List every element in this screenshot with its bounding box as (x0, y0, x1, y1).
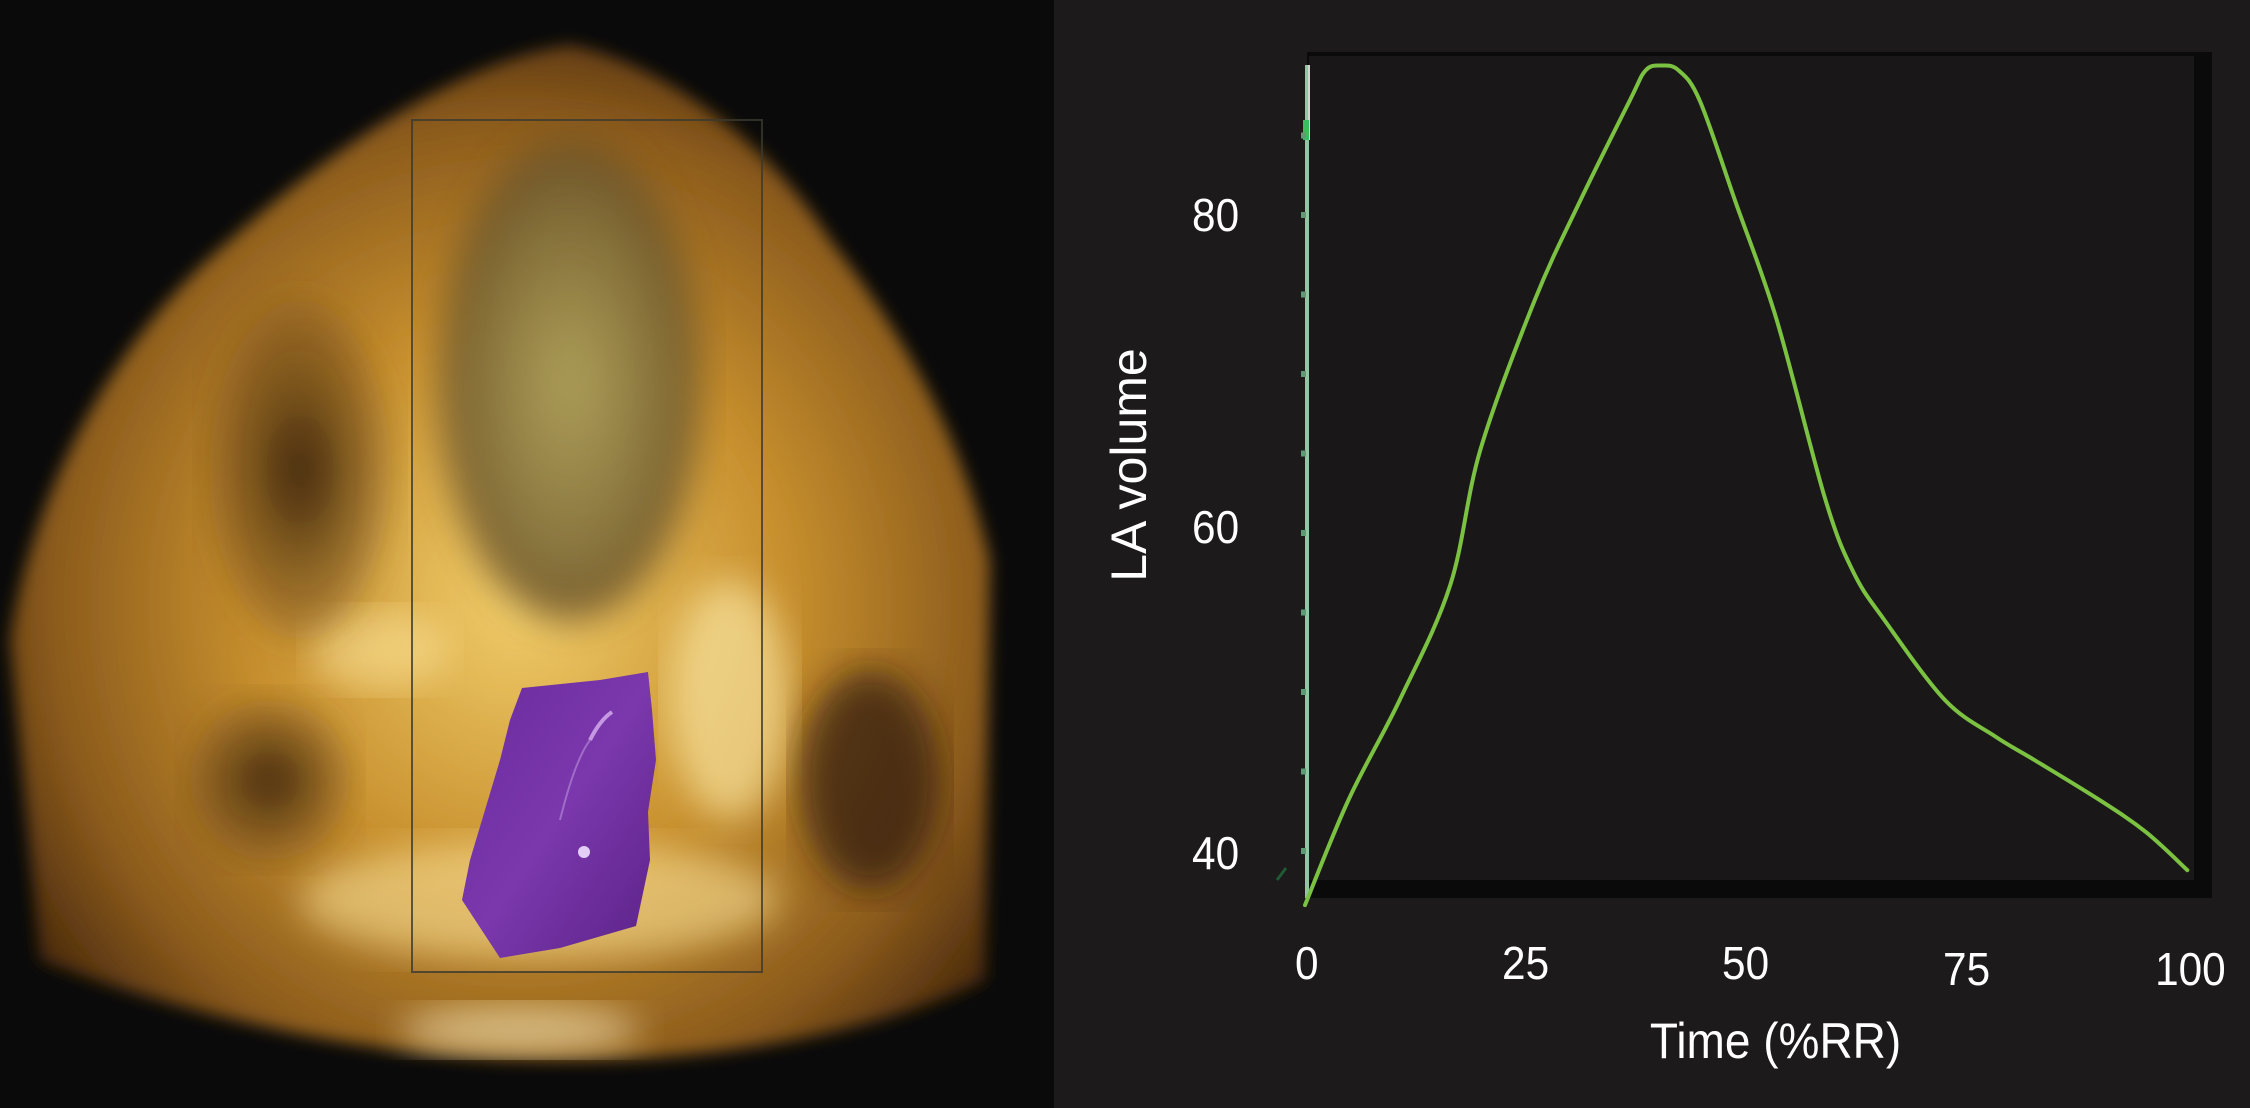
x-tick-25: 25 (1502, 937, 1550, 989)
plot-area (1309, 56, 2194, 880)
x-tick-0: 0 (1295, 937, 1319, 989)
x-axis-title: Time (%RR) (1649, 1013, 1902, 1069)
y-axis-minor-ticks (1301, 132, 1306, 854)
y-tick-60: 60 (1192, 501, 1240, 553)
ultrasound-rendering (10, 45, 990, 1060)
echocardiography-image (0, 0, 1054, 1108)
y-tick-40: 40 (1192, 827, 1240, 879)
x-tick-50: 50 (1722, 937, 1770, 989)
y-tick-80: 80 (1192, 189, 1240, 241)
la-volume-curve (1303, 63, 2190, 908)
y-axis-title: LA volume (1101, 348, 1157, 582)
left-atrium-segmentation (462, 672, 656, 958)
x-tick-75: 75 (1943, 943, 1991, 995)
volume-chart (1275, 52, 2212, 908)
x-tick-100: 100 (2155, 943, 2226, 995)
volume-chart-panel: 80 60 40 0 25 50 75 100 LA volume Time (… (1054, 0, 2250, 1108)
region-of-interest-box (411, 119, 763, 973)
